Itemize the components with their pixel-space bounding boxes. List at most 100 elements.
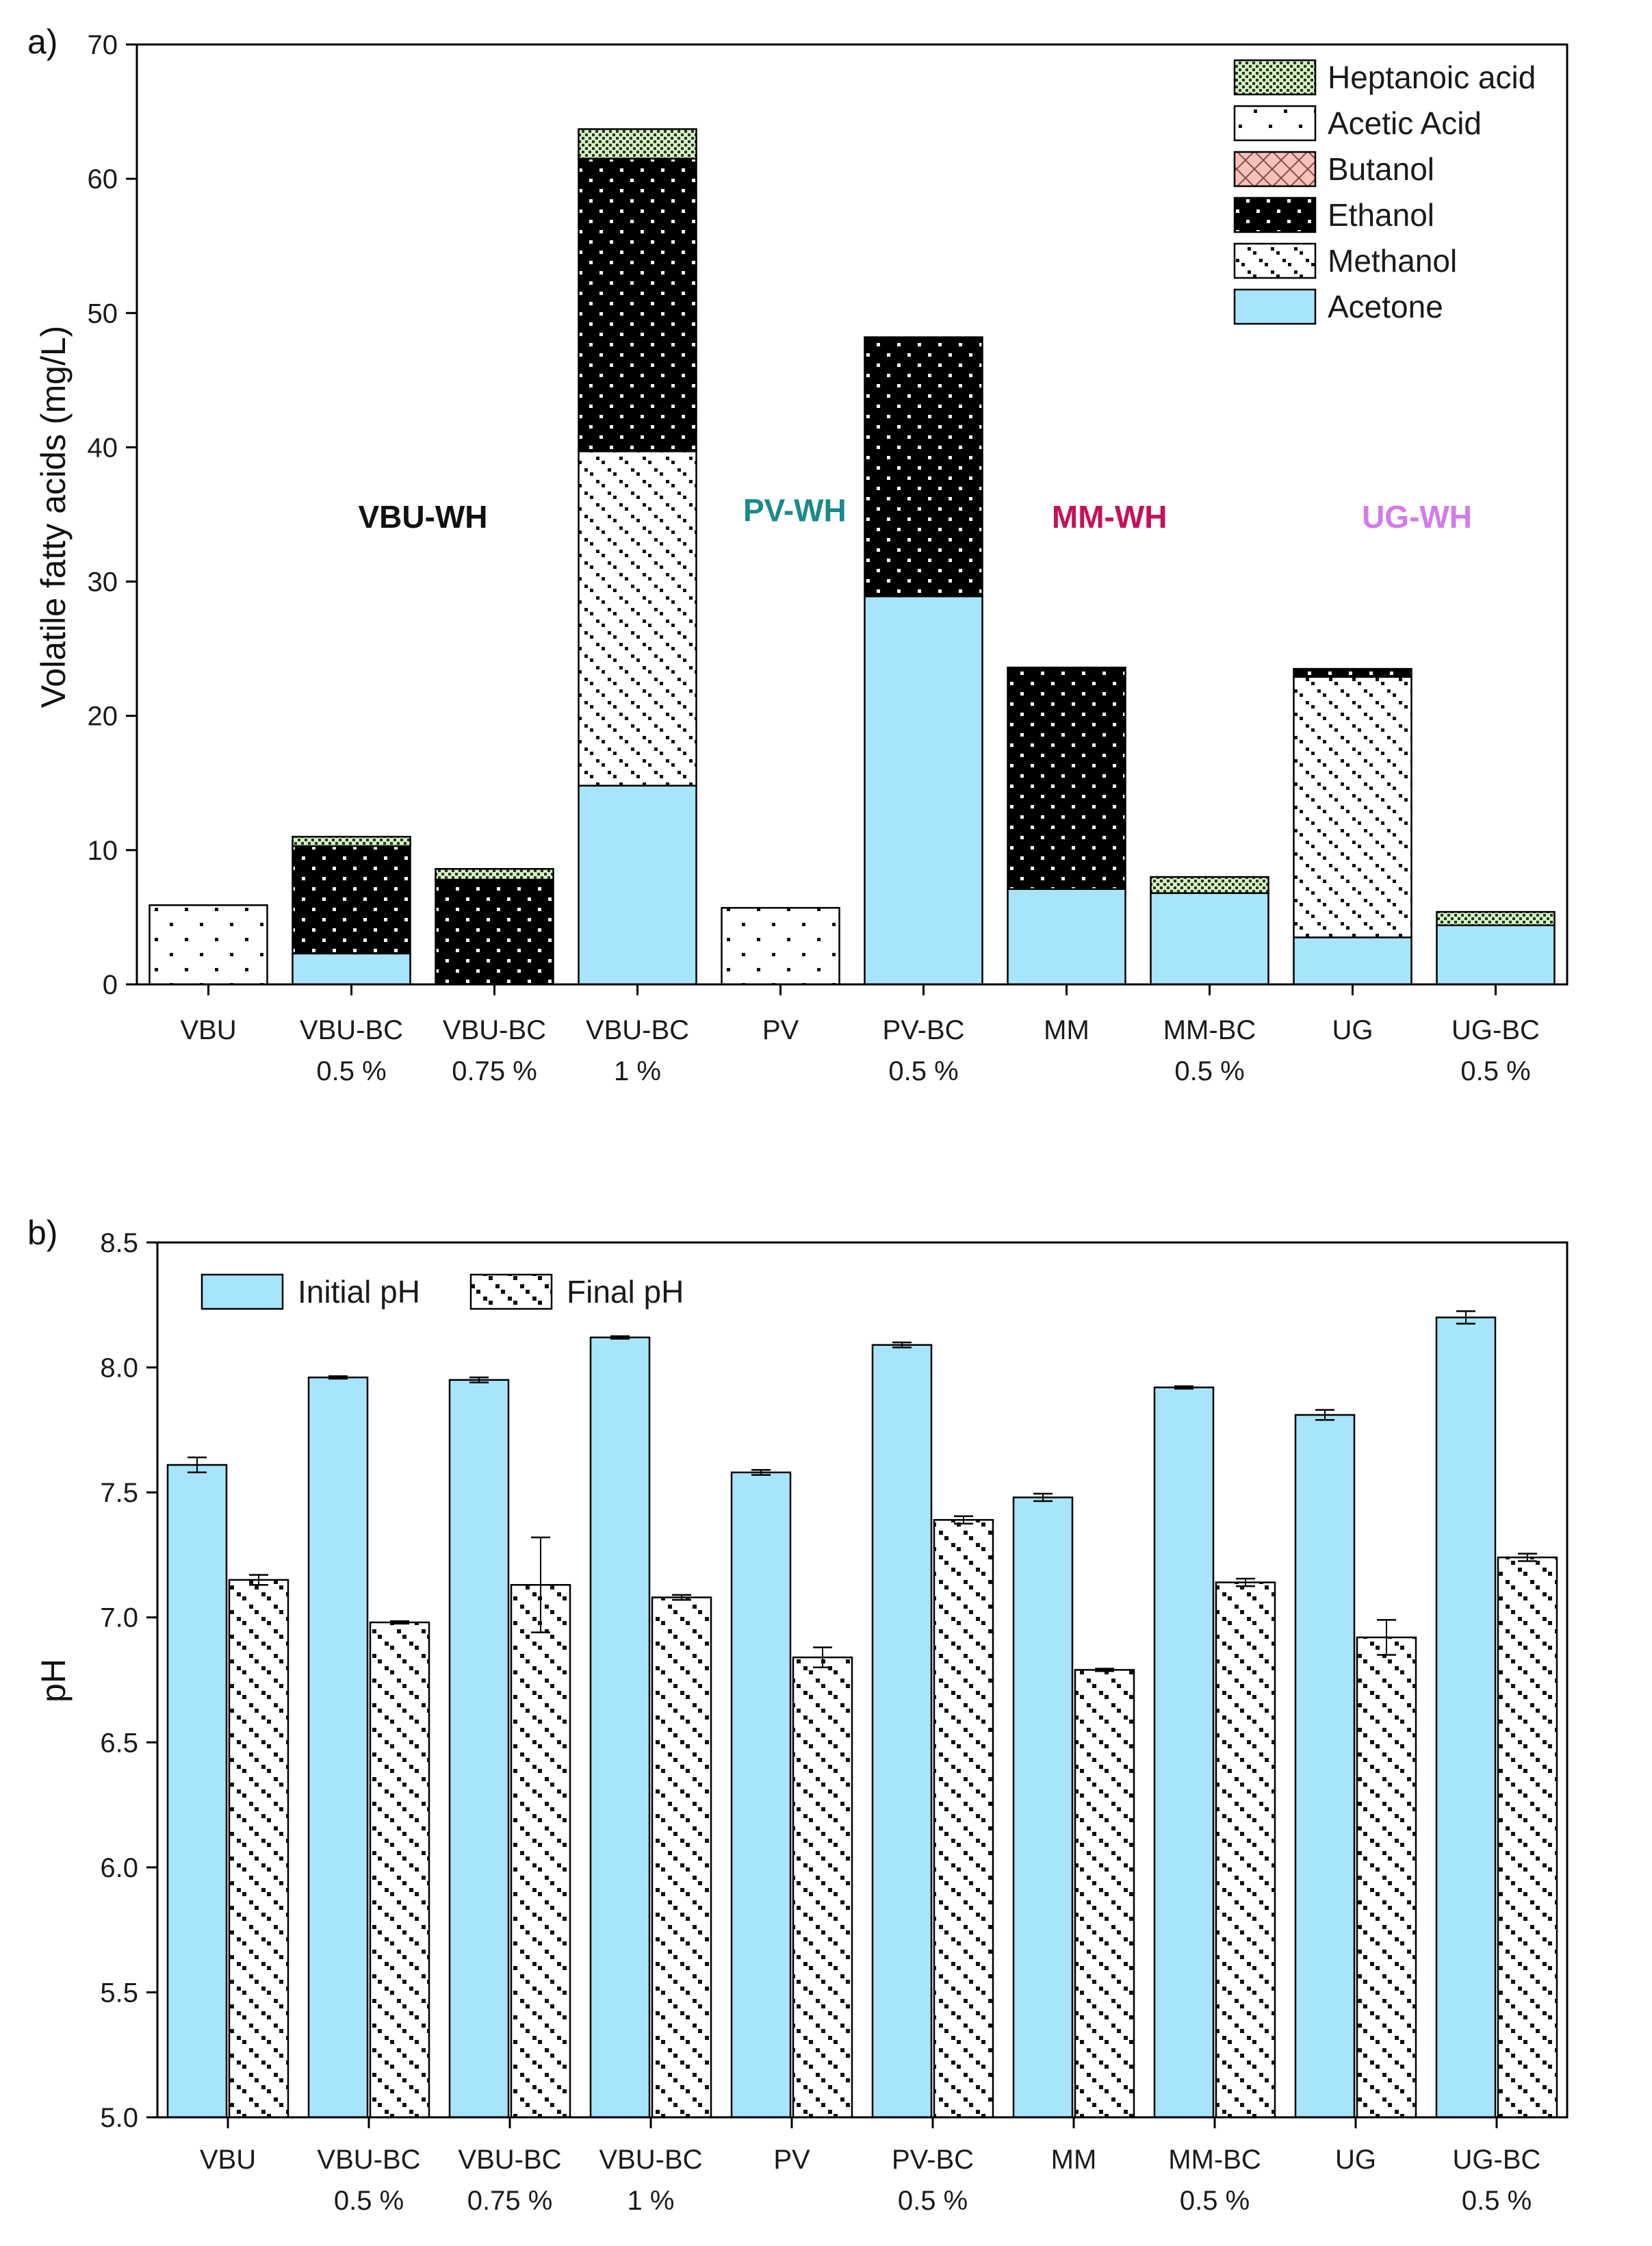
- x-tick-label: PV: [762, 1015, 799, 1045]
- x-tick-sublabel: 0.5 %: [1462, 2186, 1532, 2216]
- x-tick-label: VBU-BC: [300, 1015, 403, 1045]
- bar-final-ph: [228, 1579, 289, 2119]
- bar-ethanol: [292, 845, 411, 955]
- y-tick-label: 7.5: [100, 1478, 138, 1508]
- panel-a-plot-frame: [135, 43, 1569, 986]
- legend-label-heptanoic-acid: Heptanoic acid: [1328, 60, 1536, 95]
- bar-initial-ph: [871, 1344, 933, 2119]
- bar-heptanoic-acid: [1150, 876, 1269, 894]
- x-tick-label: VBU-BC: [586, 1015, 689, 1045]
- bar-initial-ph: [1012, 1496, 1074, 2119]
- bar-acetone: [292, 952, 411, 986]
- panel-b-bars: [166, 1310, 1558, 2119]
- x-tick-label: PV: [773, 2145, 810, 2175]
- legend-label-final-ph: Final pH: [567, 1274, 684, 1310]
- panel-b-legend: Initial pH Final pH: [201, 1273, 684, 1310]
- bar-methanol: [578, 450, 697, 787]
- bar-final-ph: [1074, 1669, 1135, 2119]
- x-tick-sublabel: 0.75 %: [452, 1056, 537, 1086]
- y-tick-label: 5.0: [100, 2103, 138, 2133]
- legend-label-acetic-acid: Acetic Acid: [1328, 105, 1482, 141]
- y-tick-label: 6.0: [100, 1853, 138, 1883]
- panel-b-x-tick-labels: VBU VBU-BC 0.5 % VBU-BC 0.75 % VBU-BC 1 % PV PV-…: [200, 2145, 1541, 2216]
- bar-initial-ph: [1435, 1316, 1497, 2119]
- panel-a: a) Volatile fatty acids (mg/L) 0 10 20 30 40…: [27, 23, 1569, 1086]
- x-tick-sublabel: 0.5 %: [1180, 2186, 1250, 2216]
- bar-acetone: [1436, 924, 1556, 986]
- legend-swatch-butanol: [1233, 151, 1317, 188]
- panel-a-axis-ticks: 0 10 20 30 40 50 60 70: [88, 30, 1497, 1000]
- legend-swatch-ethanol: [1233, 196, 1317, 233]
- bar-initial-ph: [730, 1471, 792, 2119]
- y-tick-label: 40: [88, 433, 118, 463]
- x-tick-label: MM: [1051, 2145, 1097, 2175]
- x-tick-label: UG-BC: [1451, 1015, 1540, 1045]
- legend-label-methanol: Methanol: [1328, 243, 1457, 279]
- x-tick-sublabel: 0.5 %: [898, 2186, 968, 2216]
- x-tick-label: MM: [1044, 1015, 1089, 1045]
- legend-swatch-initial-ph: [201, 1273, 284, 1310]
- x-tick-label: VBU: [200, 2145, 256, 2175]
- legend-swatch-heptanoic-acid: [1233, 59, 1317, 96]
- legend-swatch-acetone: [1233, 288, 1317, 325]
- bar-heptanoic-acid: [292, 835, 411, 847]
- panel-a-y-axis-label: Volatile fatty acids (mg/L): [34, 326, 73, 709]
- x-tick-sublabel: 0.5 %: [888, 1056, 958, 1086]
- group-label: UG-WH: [1362, 499, 1472, 535]
- bar-initial-ph: [448, 1379, 510, 2119]
- group-label: PV-WH: [743, 492, 847, 528]
- bar-acetone: [1293, 936, 1412, 986]
- legend-label-ethanol: Ethanol: [1328, 197, 1434, 233]
- panel-b-axis-ticks: 5.0 5.5 6.0 6.5 7.0 7.5 8.0 8.5: [100, 1228, 1498, 2133]
- bar-final-ph: [1497, 1556, 1558, 2119]
- y-tick-label: 50: [88, 298, 118, 329]
- panel-a-x-tick-labels: VBU VBU-BC 0.5 % VBU-BC 0.75 % VBU-BC 1 % PV PV-…: [180, 1015, 1540, 1086]
- bar-final-ph: [1356, 1636, 1417, 2119]
- x-tick-sublabel: 1 %: [614, 1056, 661, 1086]
- x-tick-label: UG: [1335, 2145, 1376, 2175]
- legend-label-acetone: Acetone: [1328, 289, 1443, 324]
- bar-heptanoic-acid: [1436, 910, 1556, 926]
- panel-a-group-labels: VBU-WH PV-WH MM-WH UG-WH: [358, 492, 1472, 535]
- bar-initial-ph: [307, 1376, 369, 2119]
- legend-swatch-acetic-acid: [1233, 105, 1317, 142]
- panel-b-label: b): [27, 1214, 57, 1252]
- y-tick-label: 60: [88, 164, 118, 194]
- x-tick-label: UG-BC: [1453, 2145, 1541, 2175]
- bar-final-ph: [792, 1656, 853, 2119]
- x-tick-label: VBU-BC: [317, 2145, 420, 2175]
- bar-heptanoic-acid: [578, 128, 697, 159]
- y-tick-label: 8.0: [100, 1353, 138, 1383]
- bar-acetone: [864, 595, 983, 986]
- bar-ethanol: [435, 878, 554, 986]
- x-tick-label: VBU-BC: [443, 1015, 546, 1045]
- x-tick-sublabel: 1 %: [628, 2186, 675, 2216]
- x-tick-sublabel: 0.5 %: [316, 1056, 386, 1086]
- bar-ethanol: [578, 157, 697, 452]
- bar-acetone: [1150, 892, 1269, 986]
- x-tick-sublabel: 0.75 %: [467, 2186, 553, 2216]
- y-tick-label: 6.5: [100, 1728, 138, 1758]
- x-tick-label: PV-BC: [892, 2145, 974, 2175]
- y-tick-label: 5.5: [100, 1978, 138, 2008]
- legend-label-initial-ph: Initial pH: [298, 1274, 420, 1310]
- bar-final-ph: [369, 1621, 430, 2119]
- x-tick-label: VBU-BC: [458, 2145, 561, 2175]
- bar-final-ph: [933, 1519, 994, 2119]
- bar-final-ph: [1215, 1581, 1276, 2119]
- panel-b: b) pH 5.0 5.5 6.0 6.5 7.0 7.5 8.0 8.5 VBU VBU-BC…: [27, 1214, 1569, 2216]
- group-label: MM-WH: [1052, 499, 1167, 535]
- bar-initial-ph: [166, 1464, 228, 2119]
- bar-initial-ph: [1294, 1414, 1356, 2119]
- bar-ethanol: [864, 336, 983, 598]
- bar-ethanol: [1007, 666, 1126, 890]
- bar-final-ph: [510, 1583, 571, 2119]
- y-tick-label: 30: [88, 567, 118, 598]
- x-tick-label: VBU: [180, 1015, 236, 1045]
- y-tick-label: 20: [88, 702, 118, 732]
- legend-label-butanol: Butanol: [1328, 151, 1434, 187]
- x-tick-sublabel: 0.5 %: [1460, 1056, 1530, 1086]
- x-tick-label: PV-BC: [882, 1015, 964, 1045]
- y-tick-label: 0: [103, 970, 118, 1000]
